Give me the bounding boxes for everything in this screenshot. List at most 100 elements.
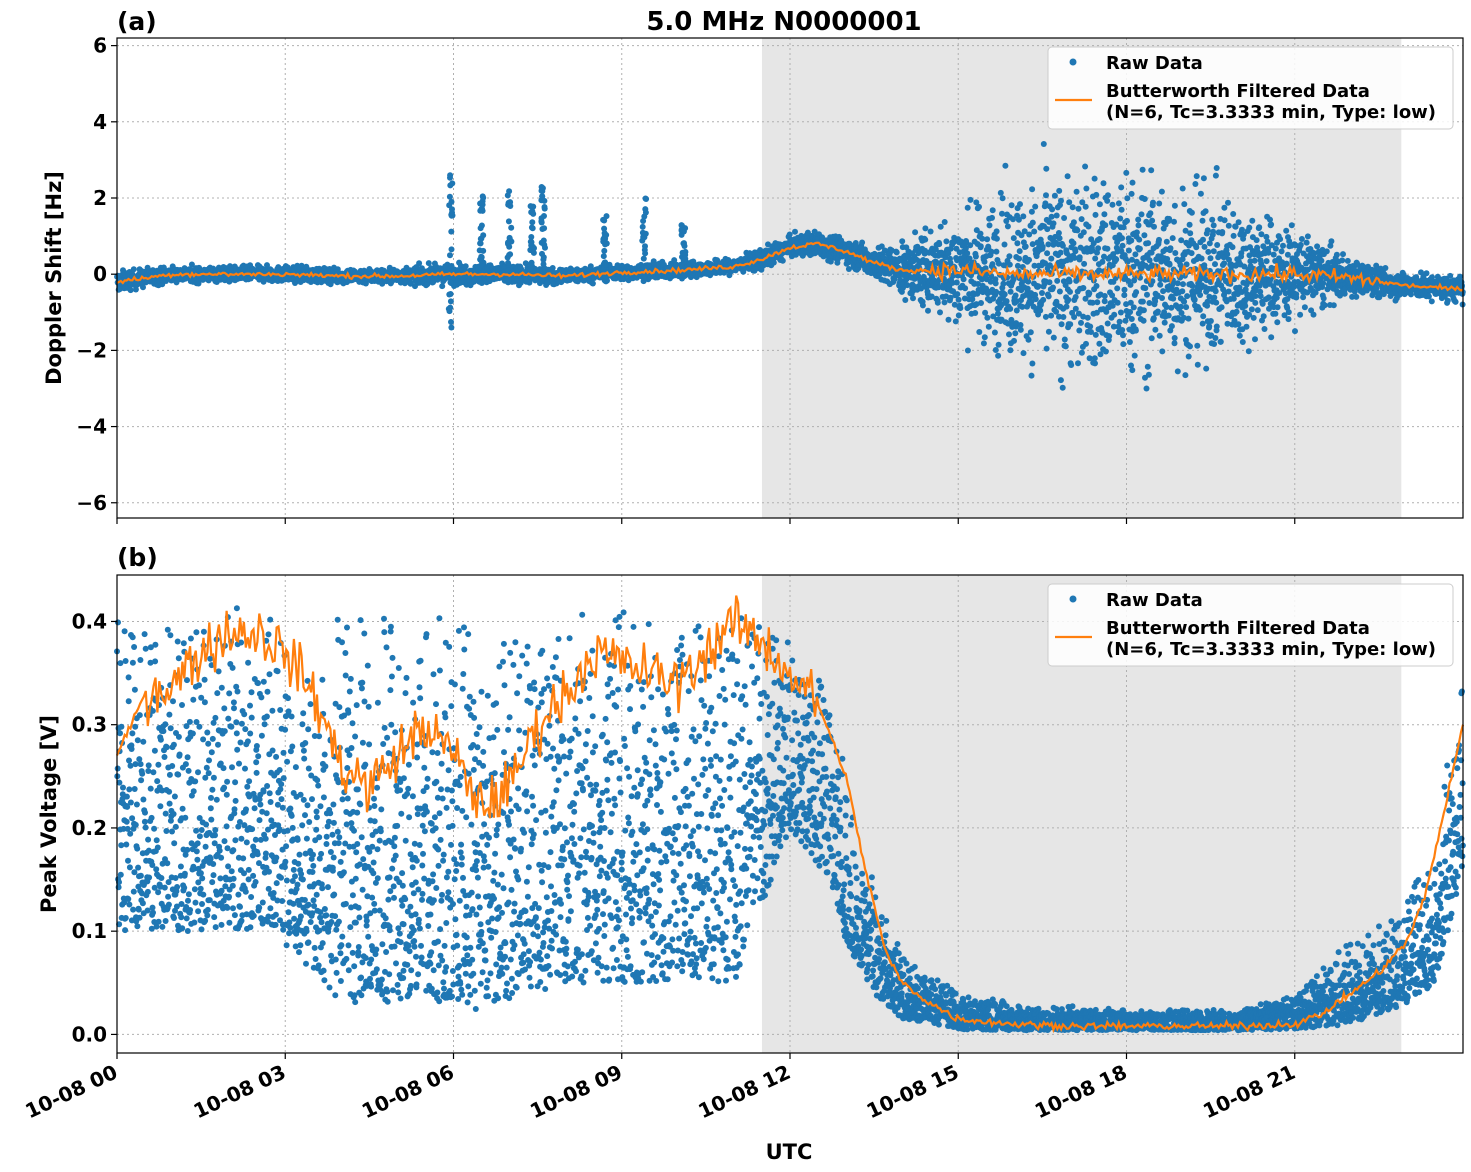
panel-a-raw-point [1184, 293, 1191, 300]
panel-a-raw-point [1031, 228, 1038, 235]
panel-a-raw-point [1218, 304, 1225, 311]
panel-a-raw-point [1078, 349, 1085, 356]
panel-a-raw-point [1139, 298, 1146, 305]
panel-a-raw-point [1201, 243, 1208, 250]
panel-a-raw-point [1055, 230, 1062, 236]
panel-a-raw-point [1083, 185, 1090, 192]
panel-a-raw-point [1180, 281, 1186, 288]
panel-a-raw-point [1037, 307, 1044, 314]
panel-a-raw-point [1068, 362, 1075, 368]
panel-a-raw-point [1081, 260, 1088, 267]
panel-a-raw-point [1020, 213, 1027, 220]
panel-a-raw-point [1014, 240, 1021, 247]
panel-a-raw-point [1104, 320, 1111, 327]
panel-a-raw-point [984, 236, 991, 243]
panel-a-raw-point [902, 297, 909, 303]
panel-a-raw-point [1133, 289, 1140, 296]
panel-a-raw-point [1062, 343, 1069, 350]
panel-a-raw-point [962, 285, 969, 292]
panel-a-raw-point [1066, 199, 1073, 206]
panel-a-raw-point [1142, 285, 1149, 292]
panel-a-raw-point [1214, 242, 1221, 248]
panel-a-raw-point [1233, 308, 1240, 315]
panel-a-raw-point [1016, 255, 1023, 262]
panel-a-raw-point [1272, 245, 1279, 252]
panel-a-raw-point [1115, 200, 1122, 207]
panel-a-raw-point [1007, 347, 1014, 354]
panel-a-raw-point [1333, 251, 1340, 258]
panel-a-raw-point [1285, 316, 1292, 323]
panel-a-raw-point [1185, 353, 1192, 360]
panel-a-raw-point [1125, 247, 1132, 254]
panel-a-raw-point [1048, 312, 1055, 319]
panel-a-raw-point [1117, 309, 1124, 316]
panel-a-raw-point [1212, 261, 1218, 268]
panel-a-raw-point [1261, 326, 1268, 332]
panel-a-raw-point [1001, 241, 1008, 248]
panel-a-raw-point [1280, 242, 1286, 249]
panel-a-raw-point [1063, 303, 1070, 310]
panel-a-raw-point [972, 310, 979, 316]
panel-a-raw-point [1096, 236, 1103, 242]
panel-a-raw-point [1119, 235, 1125, 242]
panel-a-raw-point [1057, 249, 1064, 256]
panel-a-raw-point [1056, 187, 1063, 194]
panel-a-raw-point [1111, 311, 1118, 318]
panel-a-raw-point [1129, 179, 1136, 186]
panel-a-raw-point [1235, 219, 1242, 226]
panel-a-raw-point [1198, 255, 1205, 262]
panel-a-raw-point [1188, 209, 1195, 216]
panel-a-raw-point [1124, 195, 1131, 202]
panel-a-raw-point [1051, 192, 1058, 199]
panel-a-raw-point [1310, 311, 1317, 318]
panel-a-raw-point [978, 300, 984, 306]
panel-a-raw-point [1169, 235, 1176, 242]
panel-a-raw-point [992, 347, 999, 353]
panel-a-raw-point [1328, 238, 1335, 245]
panel-a-raw-point [1006, 253, 1013, 260]
panel-a-raw-point [1132, 251, 1139, 258]
panel-a-raw-point [1167, 245, 1174, 252]
panel-a-raw-point [1160, 288, 1167, 295]
panel-a-raw-point [1050, 334, 1057, 341]
panel-a-raw-point [1159, 295, 1165, 301]
panel-a-raw-point [977, 243, 984, 250]
panel-a-raw-point [1210, 222, 1217, 229]
panel-a-raw-point [1026, 231, 1033, 238]
panel-a-raw-point [957, 305, 964, 312]
panel-a-raw-point [1163, 238, 1170, 245]
panel-a-raw-point [1083, 340, 1089, 347]
panel-a-raw-point [1265, 294, 1272, 301]
panel-a-raw-point [1297, 241, 1304, 248]
panel-a-raw-point [1248, 306, 1255, 313]
panel-a-raw-point [1166, 261, 1173, 268]
panel-a-raw-point [1154, 308, 1161, 315]
panel-a-raw-point [904, 282, 911, 289]
panel-a-raw-point [1145, 240, 1152, 247]
panel-a-raw-point [1212, 172, 1219, 179]
panel-a-raw-point [1278, 248, 1285, 255]
panel-a-raw-point [1136, 245, 1143, 252]
panel-a-raw-point [1270, 251, 1277, 258]
panel-a-raw-point [1095, 245, 1102, 252]
panel-a-raw-point [1193, 244, 1200, 251]
panel-a-raw-point [1119, 242, 1126, 249]
panel-a-raw-point [1189, 282, 1196, 289]
panel-a-raw-point [1066, 278, 1073, 285]
panel-a-raw-point [1061, 215, 1068, 221]
panel-a-raw-point [1181, 201, 1188, 208]
panel-a-raw-point [1050, 284, 1056, 291]
panel-a-raw-point [1197, 292, 1204, 298]
panel-a-raw-point [981, 334, 988, 341]
panel-a-raw-point [1114, 285, 1121, 292]
panel-a-raw-point [1202, 208, 1209, 215]
panel-a-raw-point [1177, 303, 1184, 310]
panel-a-raw-point [999, 195, 1006, 202]
panel-a-raw-point [981, 258, 988, 265]
panel-a-raw-point [1185, 315, 1192, 322]
panel-a-raw-point [1344, 257, 1351, 264]
panel-a-raw-point [1246, 224, 1253, 231]
panel-a-raw-point [1172, 250, 1179, 256]
